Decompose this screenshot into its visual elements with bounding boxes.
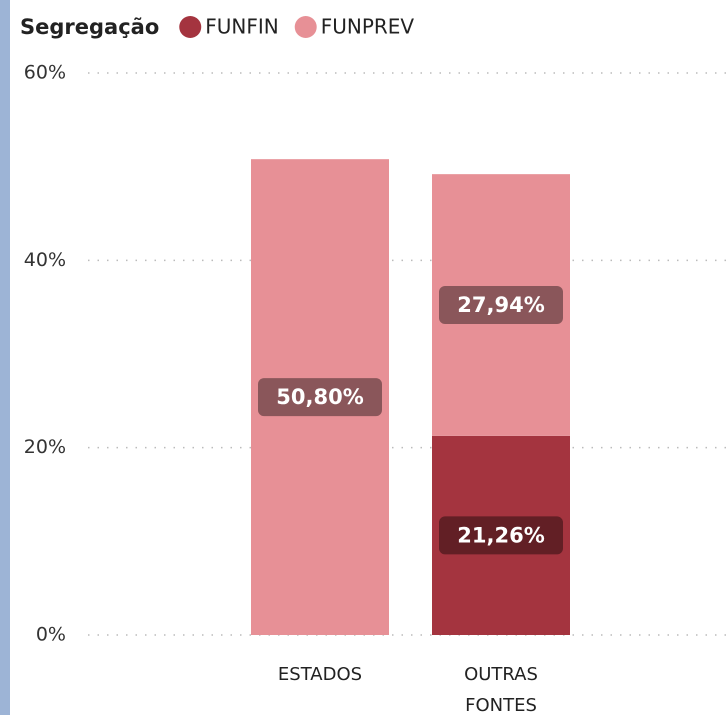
legend-label: FUNFIN [205, 15, 278, 39]
legend-marker [294, 16, 317, 38]
data-label-box [258, 378, 382, 417]
bar-segment [251, 159, 389, 635]
y-tick-label: 40% [24, 249, 66, 271]
bar-segment [432, 174, 570, 436]
side-strip [0, 0, 10, 715]
data-label: 50,80% [276, 385, 363, 409]
y-tick-label: 60% [24, 62, 66, 84]
legend-marker [179, 16, 202, 38]
legend-title: Segregação [20, 15, 159, 39]
y-tick-label: 20% [24, 436, 66, 458]
x-tick-label: OUTRAS FONTES [464, 664, 538, 716]
data-label-box [439, 286, 563, 325]
bar-segment [432, 435, 570, 635]
x-tick-label: ESTADOS [277, 664, 363, 685]
data-label: 21,26% [457, 523, 544, 547]
y-tick-label: 0% [36, 624, 66, 646]
data-label-box [439, 516, 563, 555]
legend-label: FUNPREV [321, 15, 415, 39]
data-label: 27,94% [457, 293, 544, 317]
